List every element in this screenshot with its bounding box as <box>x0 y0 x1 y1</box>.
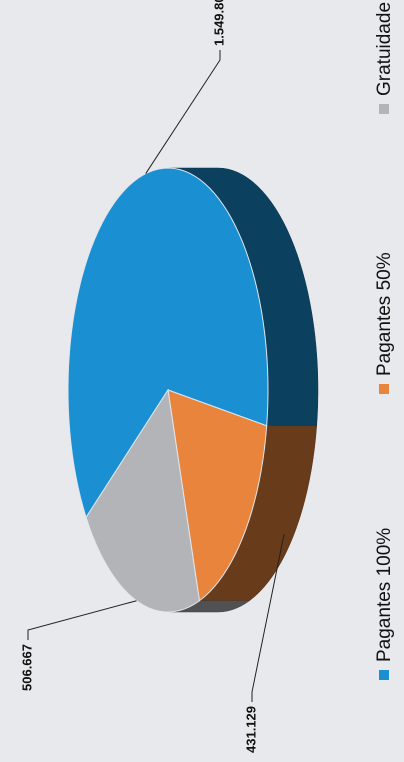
data-label: 1.549.806 <box>211 0 226 46</box>
pie-slice <box>67 167 269 519</box>
legend-label: Gratuidade <box>374 2 395 96</box>
pie-slice <box>167 389 268 602</box>
data-label: 431.129 <box>243 706 258 753</box>
chart-body: 1.549.806 431.129 506.667 Pagantes 100% Paga… <box>19 0 395 753</box>
pie-slice <box>85 388 200 613</box>
leader-line <box>27 600 137 640</box>
data-label: 506.667 <box>19 644 34 691</box>
legend-marker <box>379 670 389 680</box>
leader-line <box>145 50 221 174</box>
legend-marker <box>379 104 389 114</box>
legend-label: Pagantes 100% <box>374 528 395 662</box>
legend-label: Pagantes 50% <box>374 252 395 376</box>
leader-line <box>251 534 285 702</box>
legend-marker <box>379 384 389 394</box>
